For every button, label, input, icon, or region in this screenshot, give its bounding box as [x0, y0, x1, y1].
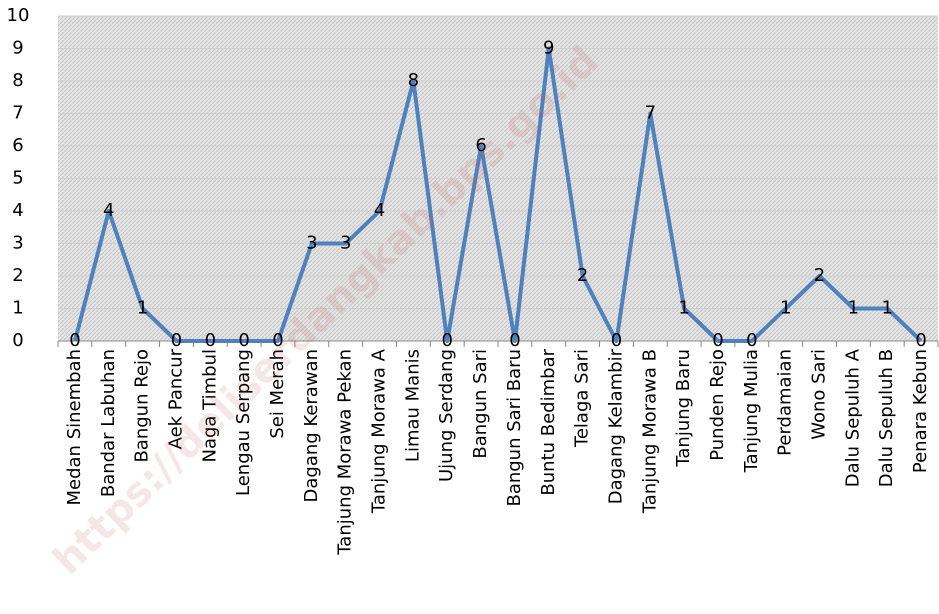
y-tick-label: 8 [12, 70, 23, 91]
x-tick-label: Tanjung Baru [673, 349, 694, 468]
x-tick-label: Wono Sari [809, 349, 830, 440]
data-label: 7 [645, 103, 656, 124]
data-label: 1 [882, 298, 893, 319]
y-tick-label: 5 [12, 168, 23, 189]
data-label: 0 [442, 330, 453, 351]
data-label: 0 [509, 330, 520, 351]
x-tick-label: Aek Pancur [165, 348, 186, 449]
line [72, 46, 923, 343]
y-tick-label: 0 [12, 330, 23, 351]
data-label: 3 [306, 233, 317, 254]
data-label: 4 [103, 200, 114, 221]
y-tick-label: 3 [12, 233, 23, 254]
x-tick-label: Bangun Sari [470, 349, 491, 459]
x-tick-label: Dalu Sepuluh B [876, 349, 897, 487]
data-label: 0 [205, 330, 216, 351]
x-tick-label: Buntu Bedimbar [538, 348, 559, 495]
y-tick-label: 2 [12, 265, 23, 286]
x-tick-label: Perdamaian [775, 349, 796, 456]
x-tick-label: Bangun Sari Baru [504, 349, 525, 507]
x-tick-label: Punden Rejo [707, 349, 728, 461]
y-tick-label: 4 [12, 200, 23, 221]
data-label: 0 [69, 330, 80, 351]
y-tick-label: 10 [7, 5, 30, 26]
x-tick-label: Telaga Sari [572, 349, 593, 448]
y-tick-label: 9 [12, 38, 23, 59]
x-tick-label: Tanjung Morawa Pekan [335, 349, 356, 556]
x-tick-label: Bangun Rejo [132, 349, 153, 463]
data-label: 0 [915, 330, 926, 351]
data-label: 4 [374, 200, 385, 221]
data-label: 0 [272, 330, 283, 351]
x-tick-label: Ujung Serdang [436, 349, 457, 482]
data-label: 6 [475, 135, 486, 156]
y-tick-label: 7 [12, 103, 23, 124]
data-label: 1 [678, 298, 689, 319]
data-label: 9 [543, 38, 554, 59]
data-label: 0 [611, 330, 622, 351]
x-tick-label: Dagang Kerawan [301, 349, 322, 502]
x-tick-label: Medan Sinembah [64, 349, 85, 506]
x-tick-label: Tanjung Mulia [741, 349, 762, 473]
data-label: 0 [171, 330, 182, 351]
data-label: 1 [848, 298, 859, 319]
data-label: 0 [712, 330, 723, 351]
x-tick-label: Dagang Kelambir [605, 348, 626, 504]
data-label: 1 [780, 298, 791, 319]
x-tick-label: Tanjung Morawa A [369, 348, 390, 514]
x-tick-label: Naga Timbul [199, 349, 220, 462]
x-tick-label: Tanjung Morawa B [639, 349, 660, 514]
x-tick-label: Penara Kebun [910, 349, 931, 473]
data-label: 8 [408, 70, 419, 91]
x-tick-label: Sei Merah [267, 349, 288, 439]
x-tick-label: Dalu Sepuluh A [842, 348, 863, 487]
data-label: 0 [746, 330, 757, 351]
x-tick-label: Lengau Serpang [233, 349, 254, 496]
data-label: 2 [577, 265, 588, 286]
x-tick-label: Limau Manis [402, 349, 423, 462]
x-tick-label: Bandar Labuhan [98, 349, 119, 497]
data-label: 0 [238, 330, 249, 351]
y-tick-label: 6 [12, 135, 23, 156]
y-tick-label: 1 [12, 298, 23, 319]
data-label: 3 [340, 233, 351, 254]
data-label: 1 [137, 298, 148, 319]
data-label: 2 [814, 265, 825, 286]
